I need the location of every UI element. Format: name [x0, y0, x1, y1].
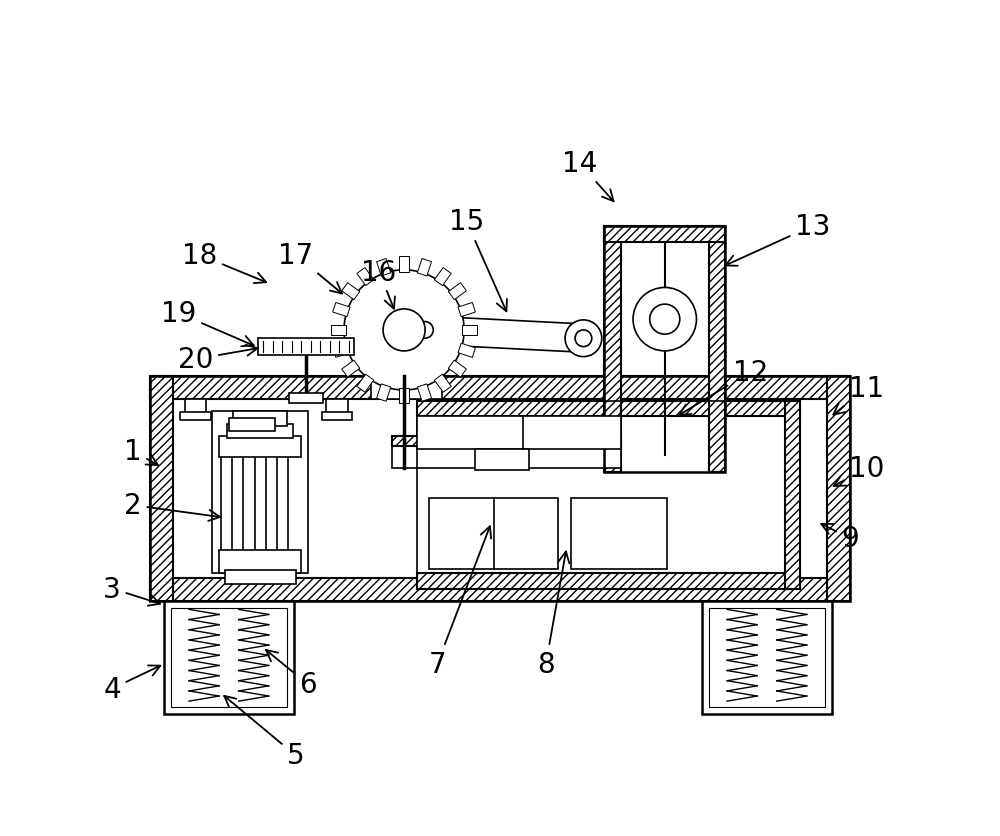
Polygon shape — [333, 344, 350, 358]
Text: 5: 5 — [224, 696, 304, 769]
Polygon shape — [377, 385, 391, 402]
Bar — [417, 573, 800, 589]
Polygon shape — [417, 385, 432, 402]
Polygon shape — [342, 361, 360, 378]
Bar — [392, 436, 621, 446]
Circle shape — [383, 309, 425, 351]
Polygon shape — [377, 259, 391, 277]
Bar — [604, 227, 621, 472]
Bar — [150, 578, 850, 601]
Text: 14: 14 — [562, 150, 614, 202]
Text: 17: 17 — [278, 242, 342, 294]
Text: 7: 7 — [429, 527, 491, 678]
Polygon shape — [333, 303, 350, 317]
Text: 13: 13 — [725, 212, 831, 267]
Bar — [180, 412, 211, 421]
Bar — [709, 608, 825, 707]
Text: 18: 18 — [182, 242, 266, 283]
Polygon shape — [422, 316, 586, 353]
Text: 3: 3 — [103, 575, 160, 606]
Bar — [212, 411, 308, 573]
Bar — [171, 608, 287, 707]
Text: 10: 10 — [834, 454, 885, 487]
Circle shape — [417, 322, 433, 339]
Polygon shape — [448, 283, 466, 300]
Text: 6: 6 — [266, 650, 317, 699]
Bar — [150, 376, 173, 601]
Polygon shape — [399, 389, 409, 404]
Bar — [709, 227, 725, 472]
Bar — [785, 401, 800, 589]
Polygon shape — [331, 325, 346, 335]
Bar — [289, 394, 323, 404]
Polygon shape — [434, 268, 451, 286]
Bar — [604, 227, 725, 243]
Text: 8: 8 — [537, 552, 569, 678]
Circle shape — [344, 271, 464, 390]
Bar — [827, 376, 850, 601]
Bar — [417, 401, 800, 416]
Circle shape — [633, 288, 696, 351]
Polygon shape — [458, 303, 475, 317]
Bar — [429, 499, 558, 569]
Text: 19: 19 — [161, 300, 254, 347]
Bar — [709, 608, 825, 707]
Bar — [417, 416, 785, 573]
Circle shape — [575, 330, 592, 347]
Bar — [150, 376, 850, 400]
Bar — [219, 550, 301, 573]
Bar — [604, 227, 725, 472]
Bar — [164, 601, 294, 714]
Bar — [417, 401, 800, 589]
Polygon shape — [458, 344, 475, 358]
Bar — [322, 412, 352, 421]
Bar — [229, 419, 275, 431]
Polygon shape — [462, 325, 477, 335]
Polygon shape — [357, 268, 374, 286]
Circle shape — [407, 312, 443, 349]
Text: 20: 20 — [178, 345, 258, 374]
Polygon shape — [417, 259, 432, 277]
Text: 16: 16 — [361, 258, 397, 309]
Bar — [417, 416, 621, 450]
Bar — [371, 364, 442, 400]
Text: 1: 1 — [124, 437, 158, 466]
Text: 4: 4 — [103, 665, 160, 703]
Bar — [219, 436, 301, 457]
Text: 12: 12 — [679, 358, 768, 415]
Polygon shape — [434, 375, 451, 393]
Circle shape — [565, 320, 602, 357]
Polygon shape — [448, 361, 466, 378]
Text: 9: 9 — [821, 524, 859, 553]
Bar — [571, 499, 667, 569]
Bar — [227, 425, 293, 438]
Bar — [392, 436, 621, 468]
Bar — [326, 400, 348, 416]
Bar — [702, 601, 832, 714]
Text: 2: 2 — [124, 492, 220, 522]
Bar — [171, 608, 287, 707]
Bar — [475, 450, 529, 471]
Text: 11: 11 — [833, 375, 885, 415]
Bar — [233, 411, 287, 426]
Bar — [225, 570, 296, 584]
Polygon shape — [342, 283, 360, 300]
Bar — [150, 376, 850, 601]
Bar — [185, 400, 206, 416]
Circle shape — [650, 305, 680, 334]
Bar — [258, 339, 354, 355]
Text: 15: 15 — [449, 208, 507, 312]
Polygon shape — [399, 257, 409, 273]
Polygon shape — [357, 375, 374, 393]
